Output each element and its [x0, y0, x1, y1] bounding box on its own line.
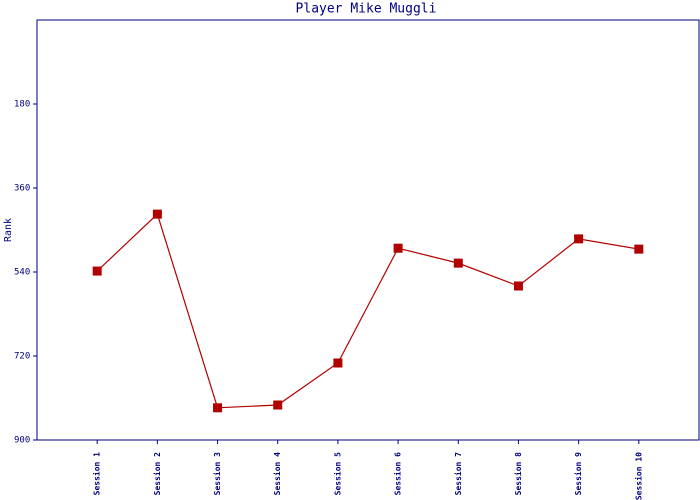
y-tick-label: 180 — [14, 100, 30, 110]
data-point — [92, 266, 102, 276]
y-axis-label: Rank — [3, 218, 14, 242]
x-tick-label: Session 1 — [92, 452, 102, 496]
x-tick-label: Session 10 — [633, 452, 643, 500]
y-tick-label: 720 — [14, 352, 30, 362]
data-point — [634, 244, 644, 254]
x-tick-label: Session 4 — [272, 452, 282, 496]
data-point — [574, 234, 584, 244]
y-tick-label: 540 — [14, 268, 30, 278]
chart-title: Player Mike Muggli — [296, 2, 437, 17]
data-point — [152, 209, 162, 219]
x-tick-label: Session 9 — [573, 452, 583, 496]
y-tick-label: 900 — [14, 436, 30, 446]
x-tick-label: Session 5 — [332, 452, 342, 496]
x-tick-label: Session 6 — [393, 452, 403, 496]
x-tick-label: Session 8 — [513, 452, 523, 496]
data-point — [393, 243, 403, 253]
data-point — [273, 400, 283, 410]
y-tick-label: 360 — [14, 184, 30, 194]
plot-frame — [36, 19, 700, 441]
data-point — [213, 403, 223, 413]
data-point — [513, 281, 523, 291]
x-tick-label: Session 3 — [212, 452, 222, 496]
data-point — [453, 258, 463, 268]
data-point — [333, 358, 343, 368]
x-tick-label: Session 7 — [453, 452, 463, 496]
x-tick-label: Session 2 — [152, 452, 162, 496]
data-line — [96, 213, 639, 409]
